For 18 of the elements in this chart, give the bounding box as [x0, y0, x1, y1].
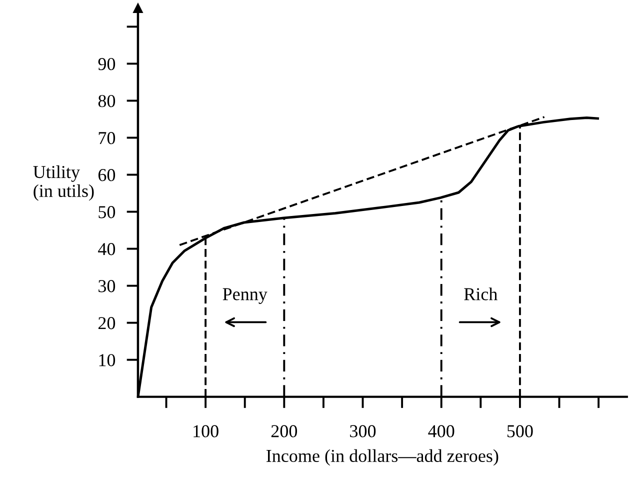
y-tick-label: 80: [98, 94, 116, 108]
x-tick-label: 200: [271, 425, 298, 438]
x-tick-label: 500: [507, 425, 533, 438]
x-tick-label: 400: [428, 425, 454, 438]
y-axis-title: Utility (in utils): [33, 165, 94, 201]
annotation: Penny: [222, 288, 268, 304]
y-tick-label: 10: [99, 354, 116, 366]
y-tick-label: 20: [98, 317, 116, 330]
x-tick-label: 300: [350, 425, 376, 438]
x-tick-label: 100: [194, 425, 218, 438]
y-tick-label: 90: [98, 58, 116, 70]
x-axis-title: Income (in dollars—add zeroes): [266, 449, 498, 466]
y-tick-label: 70: [98, 132, 116, 144]
y-tick-label: 30: [98, 280, 116, 292]
annotation: Rich: [464, 288, 498, 300]
y-tick-label: 50: [98, 206, 116, 218]
y-tick-label: 40: [98, 243, 116, 256]
y-tick-label: 60: [98, 169, 116, 182]
